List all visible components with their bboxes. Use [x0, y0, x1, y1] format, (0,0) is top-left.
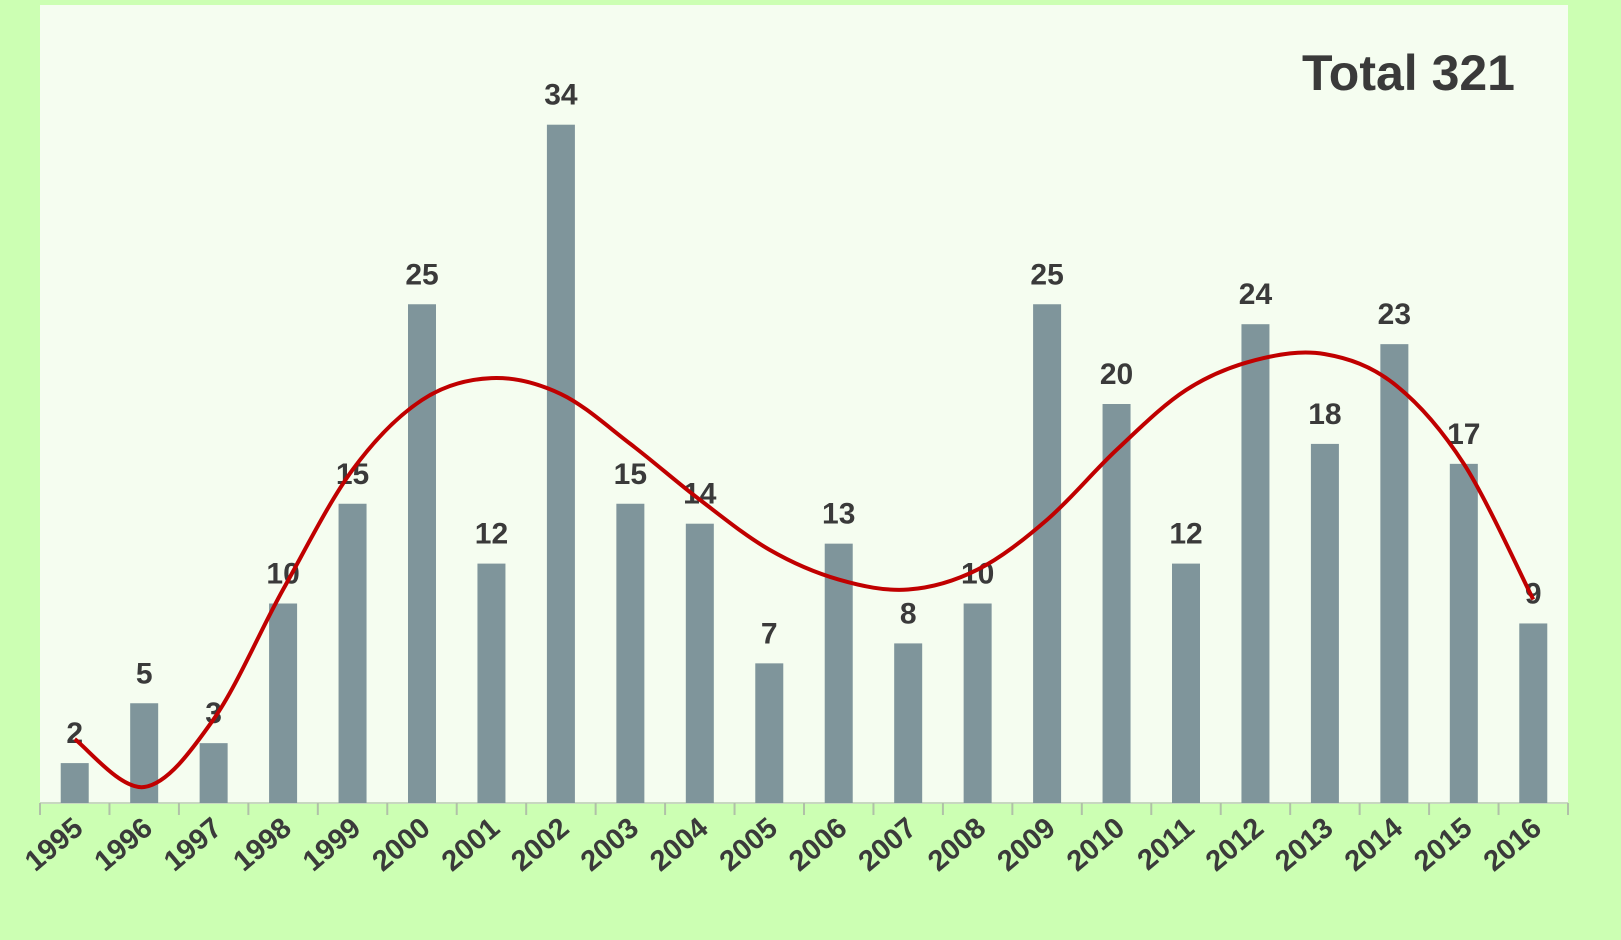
data-label: 25 [405, 258, 438, 291]
data-label: 34 [544, 79, 578, 112]
bar [894, 643, 923, 803]
x-tick-label: 1997 [158, 812, 228, 878]
bar [1449, 463, 1478, 803]
trend-line [73, 350, 1536, 790]
data-label: 20 [1100, 358, 1133, 391]
x-tick-label: 2002 [505, 812, 575, 878]
x-tick-label: 2007 [853, 812, 923, 878]
bar [1519, 623, 1548, 803]
bar [269, 603, 298, 803]
data-label: 8 [900, 597, 917, 630]
bar [60, 763, 89, 803]
annotation: Total 321 [1302, 45, 1515, 101]
data-label: 13 [822, 498, 855, 531]
x-tick-label: 1996 [89, 812, 159, 878]
x-tick-label: 1995 [19, 812, 89, 878]
data-label: 9 [1525, 577, 1542, 610]
bar [1310, 443, 1339, 803]
bar [408, 304, 436, 803]
data-label: 7 [761, 617, 778, 650]
bar [963, 603, 992, 803]
x-tick-label: 1999 [297, 812, 367, 878]
data-label: 12 [475, 518, 508, 551]
bar [616, 503, 645, 803]
bar [1172, 563, 1200, 803]
x-tick-label: 2015 [1408, 812, 1478, 878]
bar [824, 543, 853, 803]
bar [1380, 344, 1409, 803]
data-label: 10 [266, 558, 299, 591]
x-tick-label: 2010 [1061, 812, 1131, 878]
x-tick-label: 1998 [228, 812, 298, 878]
bar [199, 743, 228, 803]
data-label: 25 [1030, 258, 1063, 291]
bar [338, 503, 367, 803]
x-tick-label: 2004 [644, 812, 714, 878]
bar [1033, 304, 1062, 803]
x-tick-label: 2006 [783, 812, 853, 878]
x-tick-label: 2011 [1132, 812, 1201, 877]
data-label: 15 [614, 458, 647, 491]
x-tick-label: 2016 [1478, 812, 1548, 878]
bar [755, 663, 784, 803]
bar [1241, 324, 1270, 803]
x-tick-label: 2013 [1269, 812, 1339, 878]
x-tick-label: 2008 [922, 812, 992, 878]
data-label: 24 [1239, 278, 1273, 311]
data-label: 23 [1378, 298, 1411, 331]
data-label: 14 [683, 478, 717, 511]
bar [685, 523, 714, 803]
x-tick-label: 2012 [1200, 812, 1270, 878]
x-tick-label: 2009 [992, 812, 1062, 878]
data-label: 5 [136, 657, 153, 690]
bar [1102, 404, 1131, 803]
x-tick-label: 2003 [575, 812, 645, 878]
bar [477, 563, 506, 803]
data-label: 18 [1308, 398, 1341, 431]
x-tick-label: 2001 [436, 812, 506, 878]
x-tick-label: 2000 [367, 812, 437, 878]
bar [546, 124, 575, 803]
x-tick-label: 2005 [714, 812, 784, 878]
data-label: 12 [1169, 518, 1202, 551]
x-tick-label: 2014 [1339, 812, 1409, 878]
